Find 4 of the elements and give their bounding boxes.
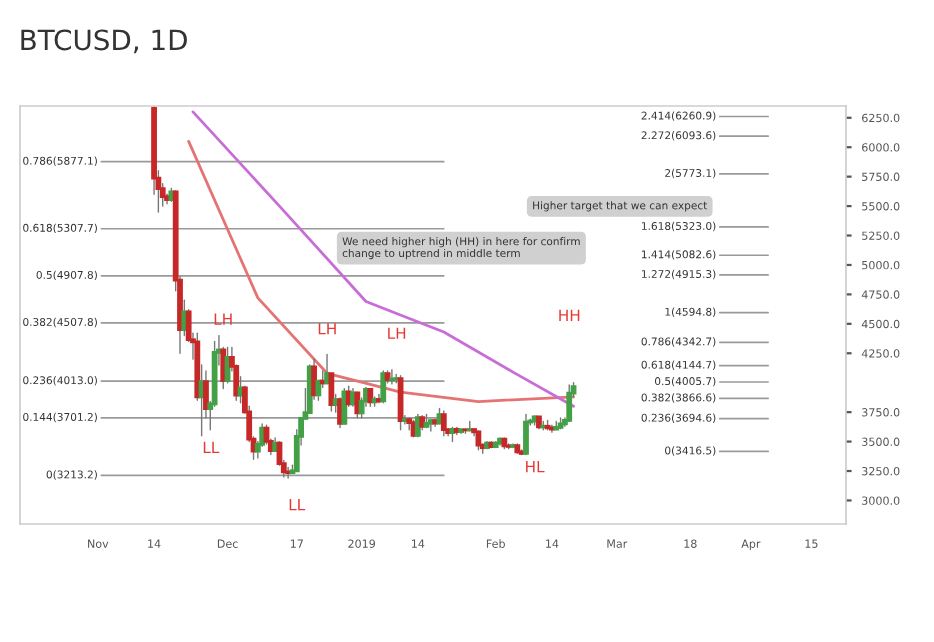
candlestick xyxy=(341,387,348,425)
chart-title: BTCUSD, 1D xyxy=(21,29,187,54)
candlestick xyxy=(354,391,361,419)
candlestick xyxy=(475,430,482,451)
